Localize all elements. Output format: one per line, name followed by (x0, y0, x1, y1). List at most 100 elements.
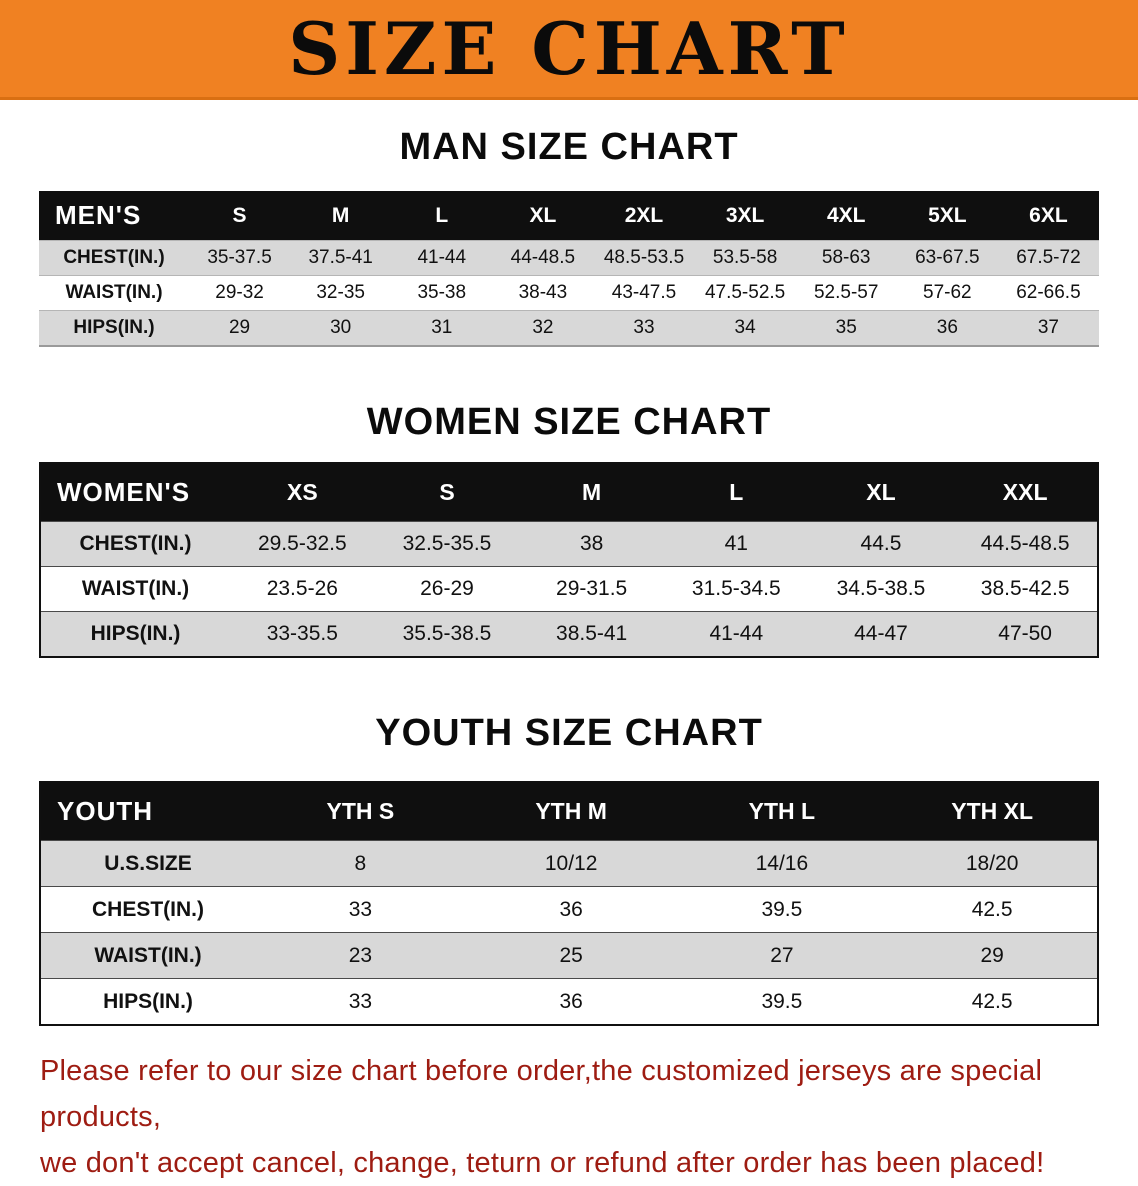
size-value-cell: 38-43 (518, 282, 568, 303)
table-row: CHEST(IN.) 35-37.5 37.5-41 41-44 44-48.5 48.5… (39, 240, 1099, 276)
size-column-header: M (331, 203, 350, 227)
size-value-cell: 53.5-58 (712, 247, 778, 268)
size-value-cell: 35-38 (417, 282, 467, 303)
size-value-cell: 38.5-42.5 (980, 577, 1070, 600)
table-row: CHEST(IN.) 33 36 39.5 42.5 (40, 886, 1098, 933)
size-value-cell: 25 (559, 943, 583, 967)
size-value-cell: 42.5 (971, 989, 1013, 1013)
size-value-cell: 23 (348, 943, 373, 967)
size-value-cell: 8 (354, 851, 367, 875)
size-value-cell: 52.5-57 (813, 282, 879, 303)
size-value-cell: 23.5-26 (266, 577, 338, 600)
row-label: HIPS(IN.) (90, 622, 181, 645)
size-value-cell: 26-29 (420, 577, 474, 600)
size-value-cell: 36 (559, 897, 583, 921)
row-label: CHEST(IN.) (63, 247, 165, 268)
youth-section-title: YOUTH SIZE CHART (375, 712, 763, 754)
size-value-cell: 30 (330, 317, 352, 338)
size-value-cell: 58-63 (821, 247, 871, 268)
size-column-header: YTH XL (951, 798, 1034, 824)
size-value-cell: 37 (1037, 317, 1059, 338)
size-value-cell: 44.5-48.5 (980, 532, 1070, 555)
size-value-cell: 67.5-72 (1016, 247, 1081, 268)
size-value-cell: 39.5 (761, 897, 803, 921)
size-column-header: L (435, 203, 449, 227)
table-row: CHEST(IN.) 29.5-32.5 32.5-35.5 38 41 44.5 44.5… (40, 521, 1098, 567)
size-value-cell: 10/12 (544, 851, 598, 875)
table-corner-label: MEN'S (55, 200, 142, 230)
size-column-header: 4XL (826, 203, 866, 227)
table-row: WAIST(IN.) 23 25 27 29 (40, 932, 1098, 979)
size-value-cell: 36 (936, 317, 958, 338)
size-value-cell: 32 (532, 317, 554, 338)
table-row: WAIST(IN.) 23.5-26 26-29 29-31.5 31.5-34.5 34… (40, 566, 1098, 612)
size-value-cell: 38 (579, 532, 604, 555)
table-row: HIPS(IN.) 33-35.5 35.5-38.5 38.5-41 41-44 44-… (40, 611, 1098, 657)
size-column-header: YTH S (326, 798, 395, 824)
table-header-row: MEN'S S M L XL 2XL 3XL 4XL 5XL 6XL (39, 191, 1099, 241)
size-column-header: S (439, 479, 455, 505)
size-value-cell: 41-44 (709, 622, 764, 645)
size-value-cell: 14/16 (755, 851, 809, 875)
size-column-header: L (729, 479, 744, 505)
size-value-cell: 35.5-38.5 (402, 622, 492, 645)
size-value-cell: 38.5-41 (556, 622, 628, 645)
size-column-header: XL (866, 479, 896, 505)
mens-size-table: MEN'S S M L XL 2XL 3XL 4XL 5XL 6XL CHEST(IN.) 35-37… (39, 191, 1099, 347)
size-value-cell: 32.5-35.5 (402, 532, 492, 555)
table-corner-label: YOUTH (57, 796, 153, 826)
size-value-cell: 32-35 (316, 282, 365, 303)
size-value-cell: 41 (724, 532, 748, 555)
size-column-header: XL (529, 203, 557, 227)
size-column-header: XS (286, 479, 318, 505)
size-chart-title: SIZE CHART (288, 5, 850, 91)
footer-note: Please refer to our size chart before or… (40, 1048, 1098, 1186)
size-value-cell: 33 (348, 989, 373, 1013)
row-label: WAIST(IN.) (65, 282, 163, 303)
size-value-cell: 29-31.5 (556, 577, 628, 600)
size-value-cell: 63-67.5 (915, 247, 980, 268)
size-value-cell: 33 (633, 317, 655, 338)
table-row: WAIST(IN.) 29-32 32-35 35-38 38-43 43-47.5 47.… (39, 275, 1099, 311)
size-value-cell: 47-50 (998, 622, 1052, 645)
man-section-title: MAN SIZE CHART (399, 126, 739, 168)
size-value-cell: 44.5 (860, 532, 902, 555)
footer-note-line2: we don't accept cancel, change, teturn o… (40, 1147, 1045, 1179)
table-corner-label: WOMEN'S (57, 477, 191, 507)
size-column-header: 5XL (928, 203, 967, 227)
women-section-title: WOMEN SIZE CHART (366, 401, 772, 443)
size-value-cell: 42.5 (971, 897, 1013, 921)
size-value-cell: 44-48.5 (510, 247, 576, 268)
size-value-cell: 57-62 (923, 282, 972, 303)
size-value-cell: 31 (431, 317, 453, 338)
table-row: HIPS(IN.) 29 30 31 32 33 34 35 36 37 (39, 310, 1099, 346)
size-value-cell: 37.5-41 (308, 247, 373, 268)
footer-note-line1: Please refer to our size chart before or… (40, 1055, 1043, 1133)
youth-size-chart-section: YOUTH SIZE CHART YOUTH YTH S YTH M YTH L YTH… (0, 712, 1138, 1026)
size-column-header: 2XL (624, 203, 664, 227)
table-header-row: WOMEN'S XS S M L XL XXL (40, 463, 1098, 522)
size-value-cell: 41-44 (417, 247, 467, 268)
size-value-cell: 36 (559, 989, 583, 1013)
size-value-cell: 35 (835, 317, 857, 338)
size-value-cell: 29-32 (215, 282, 264, 303)
row-label: WAIST(IN.) (81, 577, 190, 600)
size-value-cell: 35-37.5 (207, 247, 272, 268)
size-column-header: YTH M (535, 798, 607, 824)
size-value-cell: 18/20 (965, 851, 1019, 875)
size-value-cell: 34.5-38.5 (836, 577, 926, 600)
size-value-cell: 27 (770, 943, 794, 967)
size-value-cell: 33 (348, 897, 373, 921)
size-value-cell: 34 (734, 317, 756, 338)
size-value-cell: 39.5 (761, 989, 803, 1013)
size-column-header: M (582, 479, 602, 505)
size-value-cell: 29 (980, 943, 1004, 967)
youth-size-table: YOUTH YTH S YTH M YTH L YTH XL U.S.SIZE 8 10/12… (39, 781, 1099, 1026)
size-value-cell: 43-47.5 (611, 282, 677, 303)
size-chart-banner: SIZE CHART (0, 0, 1138, 100)
size-value-cell: 47.5-52.5 (704, 282, 786, 303)
size-column-header: S (232, 203, 247, 227)
row-label: CHEST(IN.) (79, 532, 192, 555)
row-label: WAIST(IN.) (94, 943, 202, 967)
